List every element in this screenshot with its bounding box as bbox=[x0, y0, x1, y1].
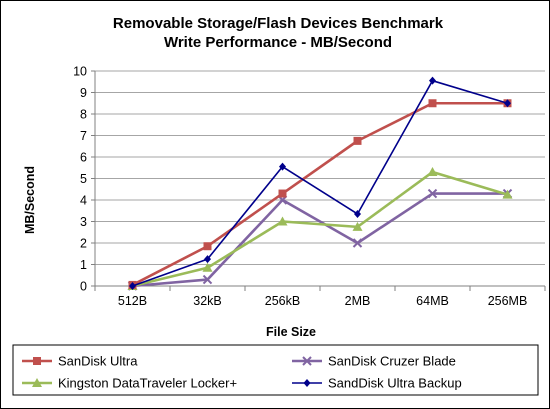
x-tick-label: 32kB bbox=[193, 294, 222, 308]
legend-swatch-marker bbox=[33, 357, 41, 365]
data-point-sandisk-cruzer-blade bbox=[427, 188, 438, 199]
legend-label: SanDisk Cruzer Blade bbox=[328, 354, 456, 369]
y-tick-label: 10 bbox=[73, 65, 87, 79]
y-tick-label: 7 bbox=[80, 129, 87, 143]
data-point-sanddisk-ultra-backup bbox=[504, 99, 511, 108]
x-axis-title: File Size bbox=[266, 325, 316, 339]
chart-title-line-1: Removable Storage/Flash Devices Benchmar… bbox=[113, 15, 444, 32]
legend-item-sandisk-cruzer-blade: SanDisk Cruzer Blade bbox=[292, 354, 456, 369]
x-tick-labels: 512B 32kB 256kB 2MB 64MB 256MB bbox=[118, 294, 527, 308]
data-point-kingston-datatraveler-locker bbox=[277, 216, 288, 226]
series-line-kingston-datatraveler-locker bbox=[132, 170, 508, 288]
y-tick-label: 2 bbox=[80, 237, 87, 251]
data-point-sandisk-ultra bbox=[278, 189, 287, 198]
y-tick-label: 1 bbox=[80, 258, 87, 272]
legend-box bbox=[12, 344, 539, 396]
x-tick-label: 512B bbox=[118, 294, 147, 308]
legend-swatch-marker bbox=[32, 378, 42, 387]
x-tick-label: 2MB bbox=[345, 294, 371, 308]
data-point-sandisk-ultra bbox=[203, 242, 212, 251]
y-axis-title: MB/Second bbox=[23, 166, 37, 234]
y-tick-labels: 0 1 2 3 4 5 6 7 8 9 10 bbox=[73, 65, 87, 294]
data-point-sandisk-ultra bbox=[353, 136, 362, 145]
legend-label: SandDisk Ultra Backup bbox=[328, 376, 462, 391]
chart-title-line-2: Write Performance - MB/Second bbox=[164, 34, 392, 51]
y-tick-label: 0 bbox=[80, 280, 87, 294]
axes bbox=[91, 70, 546, 291]
legend-item-sandisk-ultra: SanDisk Ultra bbox=[22, 354, 138, 369]
data-point-sanddisk-ultra-backup bbox=[204, 255, 211, 264]
data-point-kingston-datatraveler-locker bbox=[427, 167, 438, 177]
series-line-sandisk-ultra bbox=[131, 101, 508, 287]
series-sanddisk-ultra-backup bbox=[129, 76, 511, 290]
legend-label: Kingston DataTraveler Locker+ bbox=[58, 376, 237, 391]
y-tick-label: 3 bbox=[80, 215, 87, 229]
data-point-kingston-datatraveler-locker bbox=[502, 189, 513, 199]
legend-item-kingston-datatraveler-locker: Kingston DataTraveler Locker+ bbox=[22, 376, 237, 391]
x-tick-label: 64MB bbox=[416, 294, 449, 308]
data-point-kingston-datatraveler-locker bbox=[352, 221, 363, 231]
data-point-kingston-datatraveler-locker bbox=[202, 262, 213, 272]
y-tick-label: 8 bbox=[80, 108, 87, 122]
data-point-sandisk-cruzer-blade bbox=[202, 274, 213, 285]
data-point-sanddisk-ultra-backup bbox=[354, 209, 361, 218]
legend-swatch-marker bbox=[303, 379, 311, 387]
data-point-sanddisk-ultra-backup bbox=[279, 162, 286, 171]
series-lines bbox=[127, 76, 513, 291]
series-line-sandisk-cruzer-blade bbox=[132, 192, 508, 288]
x-tick-label: 256kB bbox=[265, 294, 300, 308]
data-point-sanddisk-ultra-backup bbox=[129, 282, 136, 290]
series-sandisk-cruzer-blade bbox=[127, 188, 513, 291]
y-tick-label: 6 bbox=[80, 151, 87, 165]
legend-item-sanddisk-ultra-backup: SandDisk Ultra Backup bbox=[292, 376, 462, 391]
x-tick-label: 256MB bbox=[488, 294, 528, 308]
legend-label: SanDisk Ultra bbox=[58, 354, 138, 369]
data-point-sanddisk-ultra-backup bbox=[429, 76, 436, 85]
legend: SanDisk Ultra SanDisk Cruzer Blade Kingsto… bbox=[12, 344, 539, 396]
series-kingston-datatraveler-locker bbox=[127, 167, 513, 290]
y-tick-label: 5 bbox=[80, 172, 87, 186]
data-point-sandisk-ultra bbox=[428, 99, 437, 108]
series-line-sanddisk-ultra-backup bbox=[132, 79, 508, 287]
legend-swatch-marker bbox=[302, 356, 312, 366]
data-point-sandisk-cruzer-blade bbox=[352, 238, 363, 248]
y-tick-label: 9 bbox=[80, 86, 87, 100]
y-tick-label: 4 bbox=[80, 194, 87, 208]
